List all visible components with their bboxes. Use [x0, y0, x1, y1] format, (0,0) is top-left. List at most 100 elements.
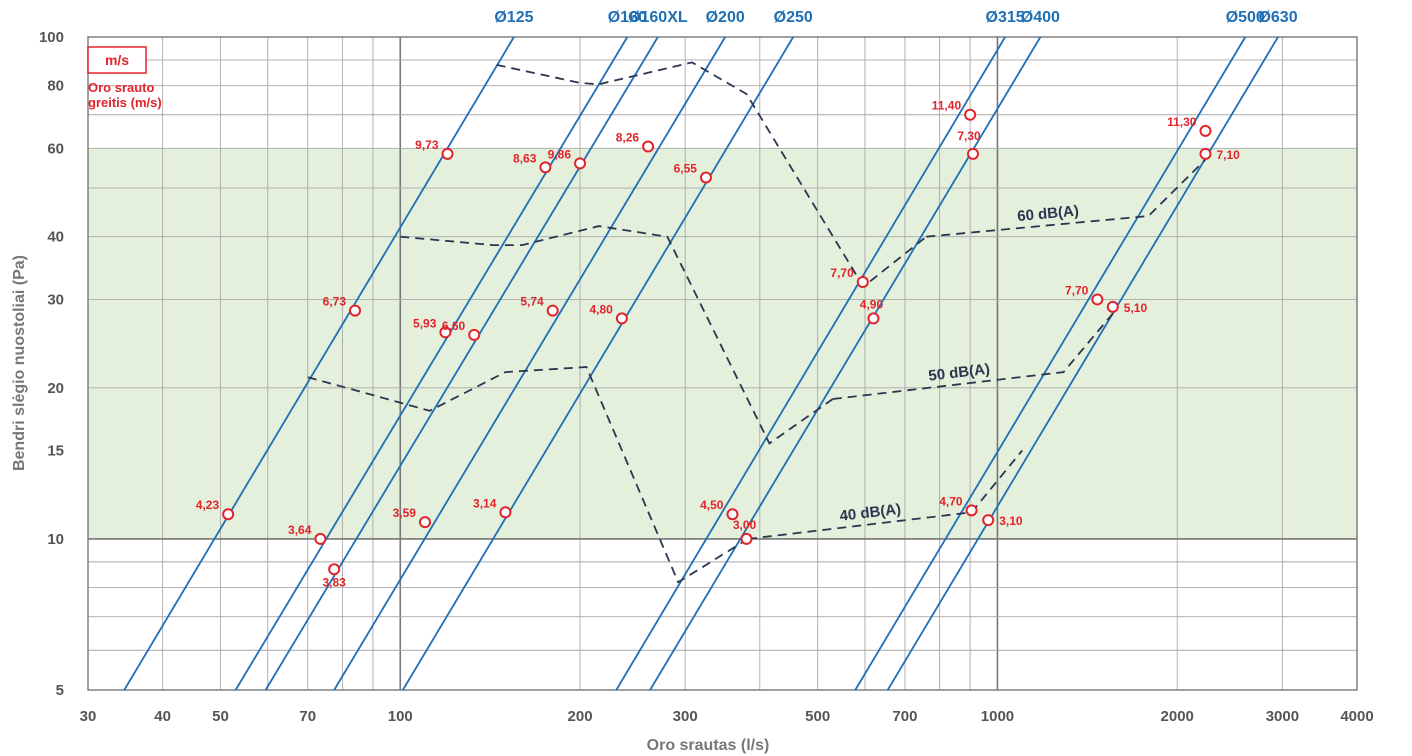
velocity-point [699, 171, 712, 184]
x-tick-label: 3000 [1266, 708, 1299, 725]
velocity-label: 5,74 [520, 295, 544, 309]
x-tick-label: 700 [892, 708, 917, 725]
velocity-point [615, 312, 628, 325]
velocity-point [328, 563, 341, 576]
duct-label: Ø500 [1226, 9, 1265, 26]
x-tick-label: 2000 [1161, 708, 1194, 725]
recommended-zone-fill [88, 148, 1357, 539]
velocity-label: 8,26 [616, 131, 640, 145]
velocity-label: 7,70 [1065, 283, 1089, 297]
legend-unit: m/s [105, 52, 129, 68]
velocity-label: 3,14 [473, 496, 497, 510]
velocity-legend: m/s Oro srauto greitis (m/s) [87, 46, 162, 110]
duct-label: Ø250 [774, 9, 813, 26]
duct-label: Ø125 [494, 9, 533, 26]
velocity-label: 8,63 [513, 151, 537, 165]
y-axis-title: Bendri slėgio nuostoliai (Pa) [11, 255, 28, 471]
velocity-point [499, 506, 512, 519]
velocity-point [222, 508, 235, 521]
legend-title-line1: Oro srauto [88, 80, 155, 95]
velocity-point [1199, 147, 1212, 160]
noise-level-label: 60 dB(A) [1017, 202, 1080, 225]
x-tick-label: 40 [154, 708, 171, 725]
velocity-label: 4,23 [196, 498, 220, 512]
noise-line [400, 225, 834, 445]
velocity-label: 3,10 [999, 514, 1023, 528]
y-tick-label: 20 [47, 380, 64, 397]
velocity-label: 3,64 [288, 523, 312, 537]
x-tick-label: 50 [212, 708, 229, 725]
velocity-point [546, 304, 559, 317]
x-tick-label: 500 [805, 708, 830, 725]
velocity-point [441, 147, 454, 160]
velocity-label: 4,80 [589, 302, 613, 316]
duct-line [886, 36, 1279, 691]
x-tick-label: 300 [673, 708, 698, 725]
velocity-label: 5,93 [413, 316, 437, 330]
velocity-point [1091, 293, 1104, 306]
velocity-label: 4,70 [939, 494, 963, 508]
velocity-label: 4,90 [860, 297, 884, 311]
noise-line [926, 158, 1207, 238]
y-tick-label: 100 [39, 29, 64, 46]
duct-label: Ø160XL [628, 9, 688, 26]
duct-line [264, 36, 659, 691]
velocity-label: 6,73 [323, 295, 347, 309]
x-tick-label: 4000 [1340, 708, 1373, 725]
velocity-label: 7,30 [957, 129, 981, 143]
grid [87, 36, 1358, 691]
y-tick-label: 15 [47, 443, 64, 460]
recommended-zone [88, 148, 1357, 539]
duct-line [333, 36, 726, 691]
velocity-point [439, 326, 452, 339]
velocity-point [965, 504, 978, 517]
y-tick-label: 80 [47, 78, 64, 95]
duct-label: Ø630 [1258, 9, 1297, 26]
duct-line [402, 36, 794, 691]
duct-label: Ø400 [1021, 9, 1060, 26]
duct-label: Ø315 [986, 9, 1025, 26]
y-tick-label: 60 [47, 140, 64, 157]
velocity-label: 4,50 [700, 498, 724, 512]
axes: 30 40 50 70 100 200 300 500 700 1000 2000 3000 4000 5… [39, 29, 1374, 725]
plot-frame [87, 36, 1358, 691]
velocity-label: 7,70 [830, 266, 854, 280]
velocity-point [982, 514, 995, 527]
y-tick-label: 30 [47, 291, 64, 308]
duct-label: Ø200 [706, 9, 745, 26]
duct-line [123, 36, 515, 691]
duct-line [854, 36, 1247, 691]
velocity-point [966, 147, 979, 160]
velocity-label: 5,10 [1124, 301, 1148, 315]
noise-line [832, 310, 1116, 400]
duct-label: Ø160 [608, 9, 647, 26]
velocity-point [539, 161, 552, 174]
velocity-point [642, 140, 655, 153]
velocity-label: 3,00 [733, 518, 757, 532]
velocity-point [964, 108, 977, 121]
velocity-point [740, 532, 753, 545]
x-tick-label: 100 [388, 708, 413, 725]
x-axis-title: Oro srautas (l/s) [647, 737, 770, 754]
velocity-point [349, 304, 362, 317]
legend-unit-box [87, 46, 147, 74]
y-tick-label: 10 [47, 531, 64, 548]
duct-line [649, 36, 1042, 691]
legend-title-line2: greitis (m/s) [88, 95, 162, 110]
velocity-label: 9,86 [548, 147, 572, 161]
y-tick-label: 40 [47, 229, 64, 246]
velocity-label: 7,10 [1216, 148, 1240, 162]
velocity-point [1106, 300, 1119, 313]
velocity-point [726, 508, 739, 521]
velocity-label: 6,60 [442, 319, 466, 333]
velocity-label: 3,59 [393, 506, 417, 520]
velocity-label: 11,40 [932, 99, 962, 113]
velocity-point [1199, 124, 1212, 137]
velocity-label: 3,83 [322, 575, 346, 589]
velocity-label: 11,30 [1167, 115, 1197, 129]
x-tick-label: 30 [80, 708, 97, 725]
x-tick-label: 70 [299, 708, 316, 725]
velocity-point [418, 516, 431, 529]
velocity-points: 4,23 3,64 3,83 6,73 3,59 5,93 9,73 6,60 3,14 8,63… [196, 99, 1240, 590]
